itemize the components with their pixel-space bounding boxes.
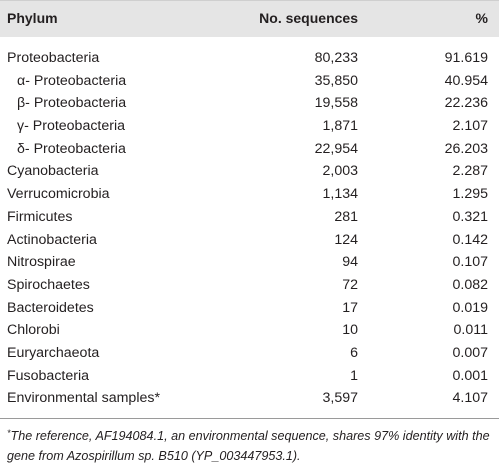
cell-phylum: Actinobacteria bbox=[7, 231, 97, 248]
table-row: Firmicutes 281 0.321 bbox=[0, 207, 499, 230]
cell-percent: 0.082 bbox=[452, 276, 488, 293]
table-body: Proteobacteria 80,233 91.619 α- Proteobacte… bbox=[0, 37, 499, 411]
cell-sequences: 1,134 bbox=[322, 186, 358, 203]
cell-sequences: 19,558 bbox=[314, 95, 358, 112]
cell-sequences: 80,233 bbox=[314, 50, 358, 66]
table-row: Bacteroidetes 17 0.019 bbox=[0, 298, 499, 321]
cell-percent: 2.287 bbox=[452, 163, 488, 180]
table-row: Fusobacteria 1 0.001 bbox=[0, 366, 499, 389]
footnote-marker: * bbox=[7, 428, 11, 438]
table-row: Verrucomicrobia 1,134 1.295 bbox=[0, 184, 499, 207]
cell-sequences: 3,597 bbox=[322, 390, 358, 407]
table-row: α- Proteobacteria 35,850 40.954 bbox=[0, 71, 499, 94]
cell-phylum: Cyanobacteria bbox=[7, 163, 99, 180]
table-row: Actinobacteria 124 0.142 bbox=[0, 230, 499, 253]
cell-percent: 0.001 bbox=[452, 367, 488, 384]
cell-percent: 0.107 bbox=[452, 254, 488, 271]
cell-sequences: 72 bbox=[342, 276, 358, 293]
footnote-text: The reference, AF194084.1, an environmen… bbox=[7, 429, 490, 463]
table-row: γ- Proteobacteria 1,871 2.107 bbox=[0, 116, 499, 139]
table-row: Spirochaetes 72 0.082 bbox=[0, 275, 499, 298]
cell-phylum: Environmental samples* bbox=[7, 390, 160, 407]
table-row: Cyanobacteria 2,003 2.287 bbox=[0, 161, 499, 184]
cell-percent: 40.954 bbox=[444, 72, 488, 89]
cell-sequences: 1,871 bbox=[322, 118, 358, 135]
cell-phylum: δ- Proteobacteria bbox=[17, 140, 126, 157]
cell-sequences: 94 bbox=[342, 254, 358, 271]
table-footnote: *The reference, AF194084.1, an environme… bbox=[7, 423, 495, 466]
cell-percent: 0.019 bbox=[452, 299, 488, 316]
cell-sequences: 17 bbox=[342, 299, 358, 316]
cell-percent: 26.203 bbox=[444, 140, 488, 157]
table-row: Nitrospirae 94 0.107 bbox=[0, 252, 499, 275]
cell-phylum: Firmicutes bbox=[7, 208, 73, 225]
cell-percent: 0.011 bbox=[453, 322, 488, 339]
cell-sequences: 22,954 bbox=[314, 140, 358, 157]
cell-phylum: Chlorobi bbox=[7, 322, 60, 339]
cell-sequences: 10 bbox=[342, 322, 358, 339]
cell-phylum: Spirochaetes bbox=[7, 276, 90, 293]
cell-phylum: Verrucomicrobia bbox=[7, 186, 110, 203]
table-row: δ- Proteobacteria 22,954 26.203 bbox=[0, 139, 499, 162]
cell-percent: 0.007 bbox=[452, 344, 488, 361]
cell-percent: 0.321 bbox=[452, 208, 488, 225]
table-row: Environmental samples* 3,597 4.107 bbox=[0, 388, 499, 411]
header-percent: % bbox=[475, 10, 488, 26]
cell-percent: 0.142 bbox=[452, 231, 488, 248]
cell-phylum: γ- Proteobacteria bbox=[17, 118, 126, 135]
cell-phylum: Fusobacteria bbox=[7, 367, 90, 384]
cell-phylum: Proteobacteria bbox=[7, 50, 100, 66]
table-row: β- Proteobacteria 19,558 22.236 bbox=[0, 93, 499, 116]
cell-sequences: 1 bbox=[350, 367, 358, 384]
header-sequences: No. sequences bbox=[259, 10, 358, 26]
table-row: Euryarchaeota 6 0.007 bbox=[0, 343, 499, 366]
cell-phylum: α- Proteobacteria bbox=[17, 72, 127, 89]
cell-sequences: 6 bbox=[350, 344, 358, 361]
cell-percent: 2.107 bbox=[452, 118, 488, 135]
cell-percent: 22.236 bbox=[444, 95, 488, 112]
cell-sequences: 281 bbox=[334, 208, 358, 225]
cell-percent: 91.619 bbox=[444, 50, 488, 66]
cell-sequences: 35,850 bbox=[314, 72, 358, 89]
table-row: Chlorobi 10 0.011 bbox=[0, 320, 499, 343]
cell-phylum: Bacteroidetes bbox=[7, 299, 94, 316]
cell-phylum: Euryarchaeota bbox=[7, 344, 100, 361]
cell-percent: 4.107 bbox=[452, 390, 488, 407]
header-phylum: Phylum bbox=[7, 10, 58, 26]
cell-sequences: 124 bbox=[334, 231, 358, 248]
cell-percent: 1.295 bbox=[452, 186, 488, 203]
table-row: Proteobacteria 80,233 91.619 bbox=[0, 48, 499, 71]
cell-phylum: Nitrospirae bbox=[7, 254, 76, 271]
cell-phylum: β- Proteobacteria bbox=[17, 95, 127, 112]
table-bottom-rule bbox=[0, 418, 499, 419]
cell-sequences: 2,003 bbox=[322, 163, 358, 180]
table-header: Phylum No. sequences % bbox=[0, 0, 499, 37]
